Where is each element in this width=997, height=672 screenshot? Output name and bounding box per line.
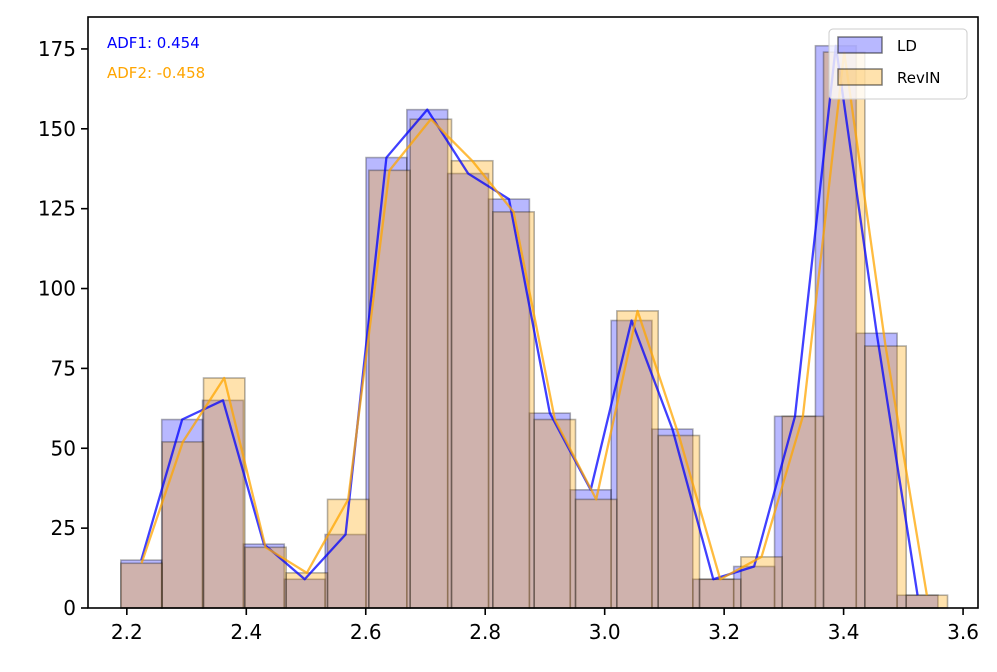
adf-annotations: ADF1: 0.454 ADF2: -0.458 (107, 34, 205, 82)
revin-frequency-line (140, 50, 929, 596)
revin-bar (616, 310, 659, 609)
revin-bar (781, 415, 825, 609)
ld-bar (365, 156, 408, 609)
revin-bar (574, 498, 618, 609)
revin-bar (202, 377, 246, 609)
y-tick-label: 150 (38, 117, 76, 141)
frequency-polygons (140, 44, 929, 596)
ld-bar (732, 565, 776, 609)
y-tick-label: 75 (51, 356, 76, 380)
x-tick-label: 2.8 (469, 620, 501, 644)
revin-bar (657, 434, 701, 609)
revin-bar (492, 211, 535, 609)
x-tick-label: 3.6 (947, 620, 979, 644)
legend-frame (828, 28, 968, 100)
x-tick-label: 3.4 (828, 620, 860, 644)
revin-bar (161, 441, 205, 609)
x-tick-label: 2.2 (111, 620, 143, 644)
revin-bar (450, 159, 494, 609)
plot-frame (87, 16, 979, 609)
adf1-annotation: ADF1: 0.454 (107, 34, 200, 52)
revin-bar (905, 594, 949, 609)
ld-bar (610, 319, 653, 609)
revin-bar (533, 418, 577, 609)
ld-bar (201, 399, 245, 609)
y-tick-label: 100 (38, 277, 76, 301)
legend: LD RevIN (828, 28, 968, 100)
adf2-annotation: ADF2: -0.458 (107, 64, 205, 82)
y-tick-label: 175 (38, 37, 76, 61)
ld-bar (406, 108, 449, 609)
revin-bar (409, 118, 453, 609)
x-tick-label: 2.6 (350, 620, 382, 644)
ld-histogram-bars (120, 44, 939, 609)
x-tick-label: 3.0 (589, 620, 621, 644)
revin-bar (822, 51, 866, 609)
legend-label-revin: RevIN (897, 69, 941, 87)
ld-bar (692, 578, 735, 609)
revin-bar (698, 578, 742, 609)
ld-bar (569, 488, 612, 609)
ld-bar (446, 172, 490, 609)
axes: 2.2 2.4 2.6 2.8 3.0 3.2 3.4 3.6 0 25 50 75 100 125 150… (38, 16, 979, 644)
y-tick-label: 25 (51, 516, 76, 540)
legend-swatch-ld (837, 36, 883, 54)
y-tick-label: 0 (63, 596, 76, 620)
revin-bar (120, 562, 163, 609)
ld-bar (120, 559, 163, 609)
revin-histogram-bars (120, 51, 949, 609)
x-tick-label: 2.4 (230, 620, 262, 644)
legend-label-ld: LD (897, 37, 917, 55)
revin-bar (326, 498, 370, 609)
legend-swatch-revin (837, 68, 883, 86)
y-tick-label: 125 (38, 197, 76, 221)
ld-bar (773, 415, 817, 609)
y-tick-label: 50 (51, 436, 76, 460)
revin-bar (368, 169, 411, 609)
x-tick-label: 3.2 (708, 620, 740, 644)
